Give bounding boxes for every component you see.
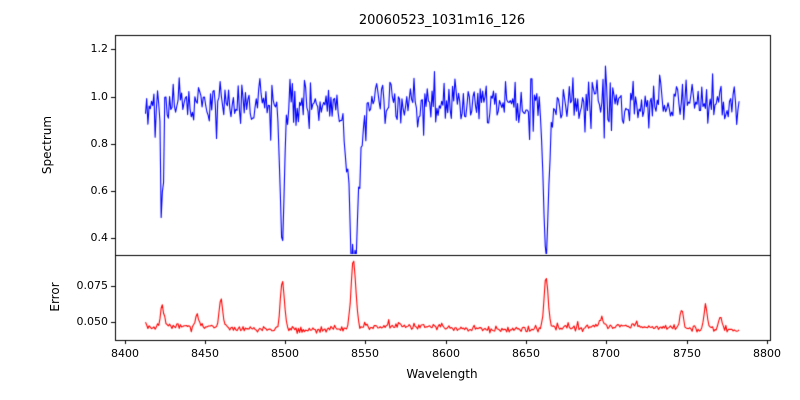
spectrum-y-tick-label: 0.4 — [90, 231, 109, 244]
x-tick-label: 8650 — [512, 347, 540, 360]
x-tick-label: 8550 — [351, 347, 379, 360]
x-tick-label: 8600 — [432, 347, 460, 360]
x-tick-label: 8750 — [673, 347, 701, 360]
spectrum-y-tick-label: 0.6 — [90, 184, 109, 197]
x-tick-label: 8400 — [111, 347, 139, 360]
chart-title: 20060523_1031m16_126 — [358, 13, 526, 28]
x-tick-label: 8450 — [191, 347, 219, 360]
spectrum-y-axis-label: Spectrum — [40, 115, 54, 175]
x-tick-label: 8700 — [592, 347, 620, 360]
spectrum-y-tick-label: 1.0 — [90, 90, 109, 103]
error-y-axis-label: Error — [48, 282, 62, 312]
x-tick-label: 8800 — [753, 347, 781, 360]
x-axis-label: Wavelength — [406, 367, 478, 381]
error-y-tick-label: 0.075 — [76, 279, 109, 292]
spectrum-y-tick-label: 1.2 — [90, 42, 109, 55]
spectrum-y-tick-label: 0.8 — [90, 137, 109, 150]
error-y-tick-label: 0.050 — [76, 315, 109, 328]
x-tick-label: 8500 — [271, 347, 299, 360]
